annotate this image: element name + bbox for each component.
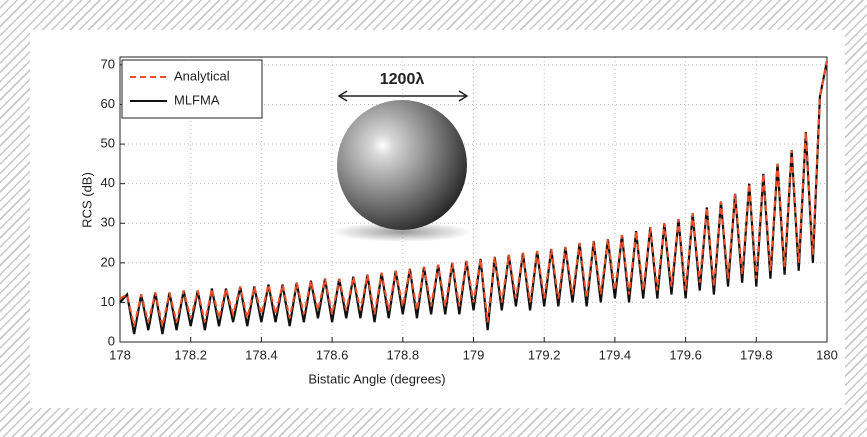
legend-box (121, 59, 263, 119)
y-tick-label: 10 (101, 294, 115, 309)
y-tick-label: 30 (101, 215, 115, 230)
x-tick-label: 179 (463, 347, 485, 362)
x-tick-label: 178.4 (245, 347, 278, 362)
x-tick-label: 178.2 (174, 347, 207, 362)
x-tick-label: 178 (109, 347, 131, 362)
x-tick-label: 178.6 (316, 347, 349, 362)
x-tick-label: 178.8 (387, 347, 420, 362)
sphere (337, 100, 467, 230)
legend-label: MLFMA (174, 92, 220, 107)
legend: Analytical MLFMA (121, 59, 263, 119)
x-axis-label: Bistatic Angle (degrees) (308, 371, 445, 386)
annotation: 1200λ (380, 71, 425, 88)
y-tick-label: 20 (101, 254, 115, 269)
y-tick-label: 0 (108, 333, 115, 348)
x-tick-label: 179.4 (599, 347, 632, 362)
y-tick-label: 70 (101, 56, 115, 71)
y-tick-label: 50 (101, 136, 115, 151)
y-axis-label: RCS (dB) (79, 172, 94, 228)
x-tick-label: 180 (816, 347, 838, 362)
legend-label: Analytical (174, 68, 230, 83)
y-tick-label: 40 (101, 175, 115, 190)
line (119, 60, 828, 327)
arrow-heads (337, 90, 469, 102)
x-tick-label: 179.2 (528, 347, 561, 362)
plot-frame (119, 56, 828, 343)
sphere-shadow (332, 222, 472, 242)
y-tick-label: 60 (101, 96, 115, 111)
x-tick-label: 179.8 (740, 347, 773, 362)
x-tick-label: 179.6 (669, 347, 702, 362)
plot: 0 10 20 30 40 50 60 70 178 178.2 178.4 178.6 178.8 17… (101, 56, 838, 362)
